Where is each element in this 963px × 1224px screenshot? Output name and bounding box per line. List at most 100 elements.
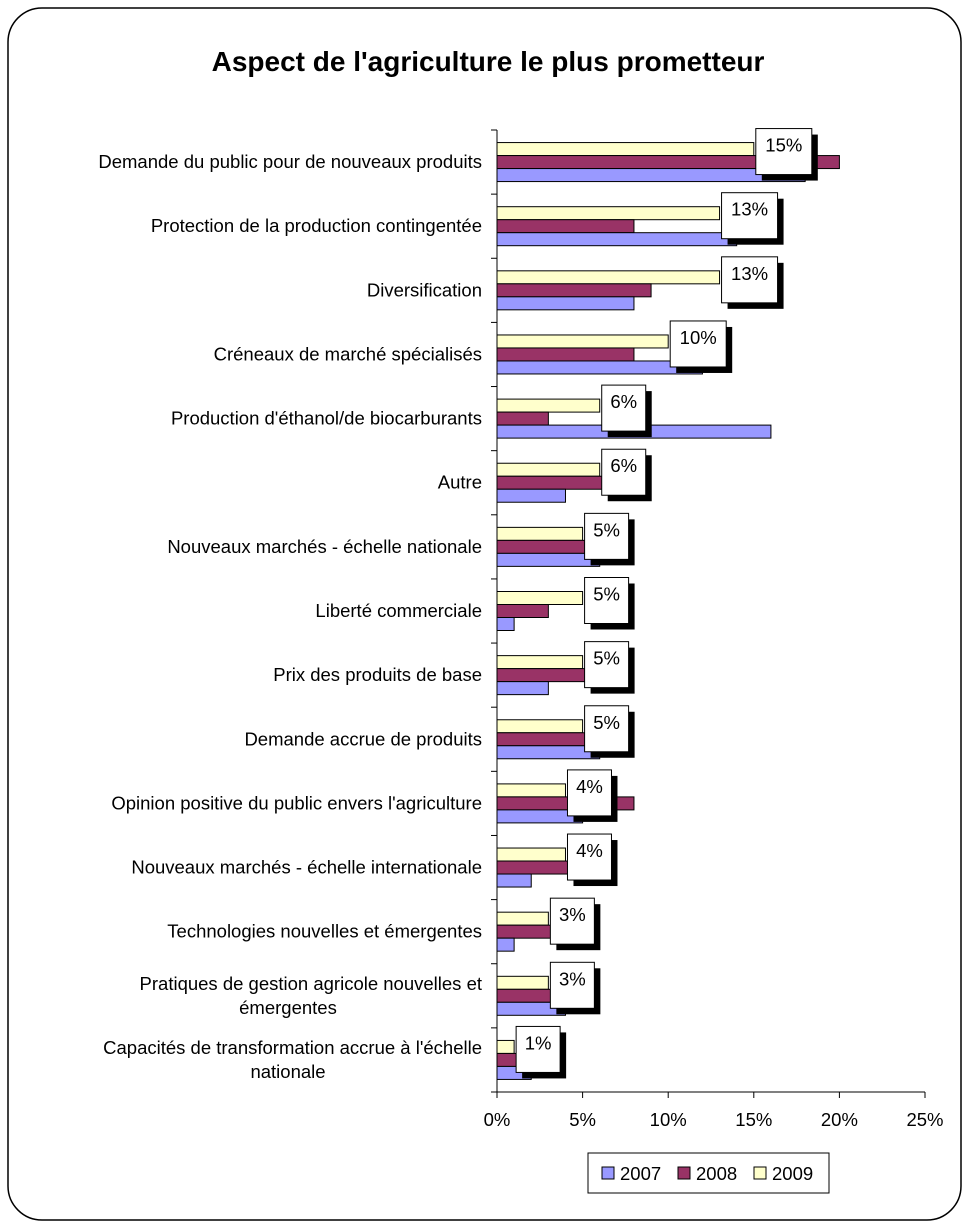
bar-2009	[496, 655, 584, 670]
category-label: émergentes	[239, 997, 337, 1018]
bar-2009	[496, 783, 566, 798]
legend-box	[587, 1152, 830, 1194]
data-label-text: 10%	[680, 327, 717, 348]
data-label: 6%	[601, 384, 652, 438]
category-label: nationale	[250, 1061, 325, 1082]
category-label: Prix des produits de base	[273, 664, 482, 685]
bar-2008	[496, 219, 635, 234]
category-label: Production d'éthanol/de biocarburants	[171, 408, 482, 429]
category-label: Autre	[438, 472, 482, 493]
data-label-box	[515, 1025, 561, 1073]
bar-2009	[496, 526, 584, 541]
data-label-box	[669, 320, 727, 368]
bar-2008	[496, 411, 549, 426]
category-label: Demande accrue de produits	[244, 728, 482, 749]
x-tick-label: 15%	[735, 1109, 772, 1130]
data-label: 5%	[584, 512, 635, 566]
legend-swatch	[601, 1166, 615, 1180]
data-label: 15%	[755, 128, 818, 181]
x-tick-label: 0%	[484, 1109, 511, 1130]
data-label: 5%	[584, 577, 635, 630]
data-label-box	[566, 833, 612, 881]
x-tick-label: 25%	[906, 1109, 943, 1130]
category-label: Nouveaux marchés - échelle international…	[131, 857, 482, 878]
legend-item-2007: 2007	[601, 1163, 661, 1184]
category-label: Protection de la production contingentée	[151, 215, 482, 236]
data-label: 10%	[669, 320, 733, 373]
data-label-text: 13%	[731, 199, 768, 220]
x-tick-label: 10%	[650, 1109, 687, 1130]
data-label-box	[601, 448, 647, 496]
bar-2009	[496, 462, 601, 477]
data-label-box	[601, 384, 647, 432]
bar-2008	[496, 475, 618, 490]
data-label: 5%	[584, 641, 635, 694]
legend-item-2008: 2008	[677, 1163, 737, 1184]
data-label-text: 1%	[525, 1032, 552, 1053]
data-label: 4%	[566, 769, 618, 822]
legend-label: 2008	[696, 1163, 737, 1184]
legend-swatch	[677, 1166, 691, 1180]
bar-2009	[496, 270, 721, 285]
category-label: Demande du public pour de nouveaux produ…	[98, 151, 482, 172]
bar-2009	[496, 975, 549, 990]
data-label: 13%	[721, 256, 784, 309]
data-label-box	[584, 641, 630, 689]
bar-2007	[496, 873, 532, 888]
bar-2007	[496, 617, 515, 631]
data-label-text: 6%	[610, 391, 637, 412]
bar-2008	[496, 283, 652, 298]
data-label-box	[584, 577, 630, 624]
data-label-text: 5%	[593, 584, 620, 605]
bar-2007	[496, 681, 549, 696]
data-label: 3%	[549, 897, 601, 951]
data-label-box	[549, 961, 595, 1009]
x-tick-label: 20%	[821, 1109, 858, 1130]
bar-2008	[496, 347, 635, 362]
bar-2009	[496, 334, 669, 349]
data-label: 5%	[584, 705, 635, 758]
legend: 2007 2008 2009	[587, 1152, 830, 1194]
legend-label: 2009	[772, 1163, 813, 1184]
category-label: Liberté commerciale	[315, 600, 482, 621]
bar-2009	[496, 847, 566, 862]
legend-label: 2007	[620, 1163, 661, 1184]
bar-2007	[496, 937, 515, 952]
data-label: 1%	[515, 1025, 567, 1079]
data-label: 13%	[721, 192, 784, 245]
data-label-text: 5%	[593, 712, 620, 733]
bar-2009	[496, 398, 601, 413]
x-tick-label: 5%	[569, 1109, 596, 1130]
data-label-text: 5%	[593, 519, 620, 540]
bar-2007	[496, 232, 738, 247]
chart-title: Aspect de l'agriculture le plus promette…	[212, 46, 765, 77]
bar-2009	[496, 142, 755, 157]
data-label: 6%	[601, 448, 652, 502]
category-label: Opinion positive du public envers l'agri…	[111, 792, 482, 813]
bar-2009	[496, 591, 584, 605]
legend-swatch	[753, 1166, 767, 1180]
category-label: Technologies nouvelles et émergentes	[167, 921, 482, 942]
bar-2007	[496, 488, 566, 503]
data-label: 4%	[566, 833, 618, 887]
data-label-text: 5%	[593, 648, 620, 669]
data-label-box	[584, 512, 630, 560]
bar-2007	[496, 296, 635, 311]
data-label-text: 6%	[610, 455, 637, 476]
category-label: Nouveaux marchés - échelle nationale	[167, 536, 482, 557]
data-label-box	[755, 128, 813, 176]
data-label-text: 4%	[576, 776, 603, 797]
chart-border	[7, 7, 962, 1221]
data-label-text: 3%	[559, 968, 586, 989]
data-label-box	[549, 897, 595, 945]
data-label-box	[721, 192, 779, 240]
bar-2009	[496, 719, 584, 734]
bar-2009	[496, 206, 721, 221]
data-label-box	[584, 705, 630, 753]
data-label-box	[721, 256, 779, 304]
plot-area: 0% 5% 10% 15% 20% 25% Demande du public pour d…	[98, 128, 944, 1130]
legend-item-2009: 2009	[753, 1163, 813, 1184]
bar-2009	[496, 911, 549, 926]
category-label: Capacités de transformation accrue à l'é…	[103, 1037, 482, 1058]
